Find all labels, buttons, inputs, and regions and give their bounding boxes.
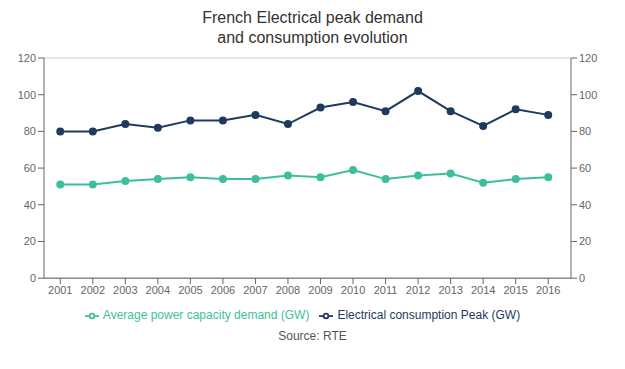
svg-text:120: 120 <box>18 52 36 64</box>
svg-text:2008: 2008 <box>276 284 300 296</box>
svg-text:2001: 2001 <box>48 284 72 296</box>
svg-text:2014: 2014 <box>471 284 495 296</box>
svg-text:2010: 2010 <box>341 284 365 296</box>
svg-text:120: 120 <box>579 52 597 64</box>
svg-text:2012: 2012 <box>406 284 430 296</box>
svg-text:2007: 2007 <box>243 284 267 296</box>
svg-text:2013: 2013 <box>438 284 462 296</box>
svg-text:2016: 2016 <box>536 284 560 296</box>
svg-text:0: 0 <box>579 272 585 284</box>
svg-text:2005: 2005 <box>178 284 202 296</box>
svg-text:2004: 2004 <box>146 284 170 296</box>
svg-text:80: 80 <box>579 125 591 137</box>
svg-text:100: 100 <box>579 89 597 101</box>
svg-text:20: 20 <box>24 235 36 247</box>
svg-text:80: 80 <box>24 125 36 137</box>
svg-text:100: 100 <box>18 89 36 101</box>
svg-text:0: 0 <box>30 272 36 284</box>
html-text:Source: RTE: Source: RTE <box>278 329 347 343</box>
svg-text:2015: 2015 <box>503 284 527 296</box>
svg-text:20: 20 <box>579 235 591 247</box>
svg-text:60: 60 <box>579 162 591 174</box>
svg-text:2009: 2009 <box>308 284 332 296</box>
svg-text:2011: 2011 <box>374 284 398 296</box>
svg-text:2006: 2006 <box>211 284 235 296</box>
svg-text:40: 40 <box>24 199 36 211</box>
svg-text:2002: 2002 <box>81 284 105 296</box>
svg-text:2003: 2003 <box>113 284 137 296</box>
html-text:French Electrical peak demand: French Electrical peak demand <box>202 9 423 26</box>
html-text:Average power capacity demand: Average power capacity demand (GW) <box>102 308 310 323</box>
html-text:Electrical consumption Peak (G: Electrical consumption Peak (GW) <box>337 308 521 323</box>
svg-text:60: 60 <box>24 162 36 174</box>
svg-text:40: 40 <box>579 199 591 211</box>
html-text:and consumption evolution: and consumption evolution <box>217 29 408 46</box>
